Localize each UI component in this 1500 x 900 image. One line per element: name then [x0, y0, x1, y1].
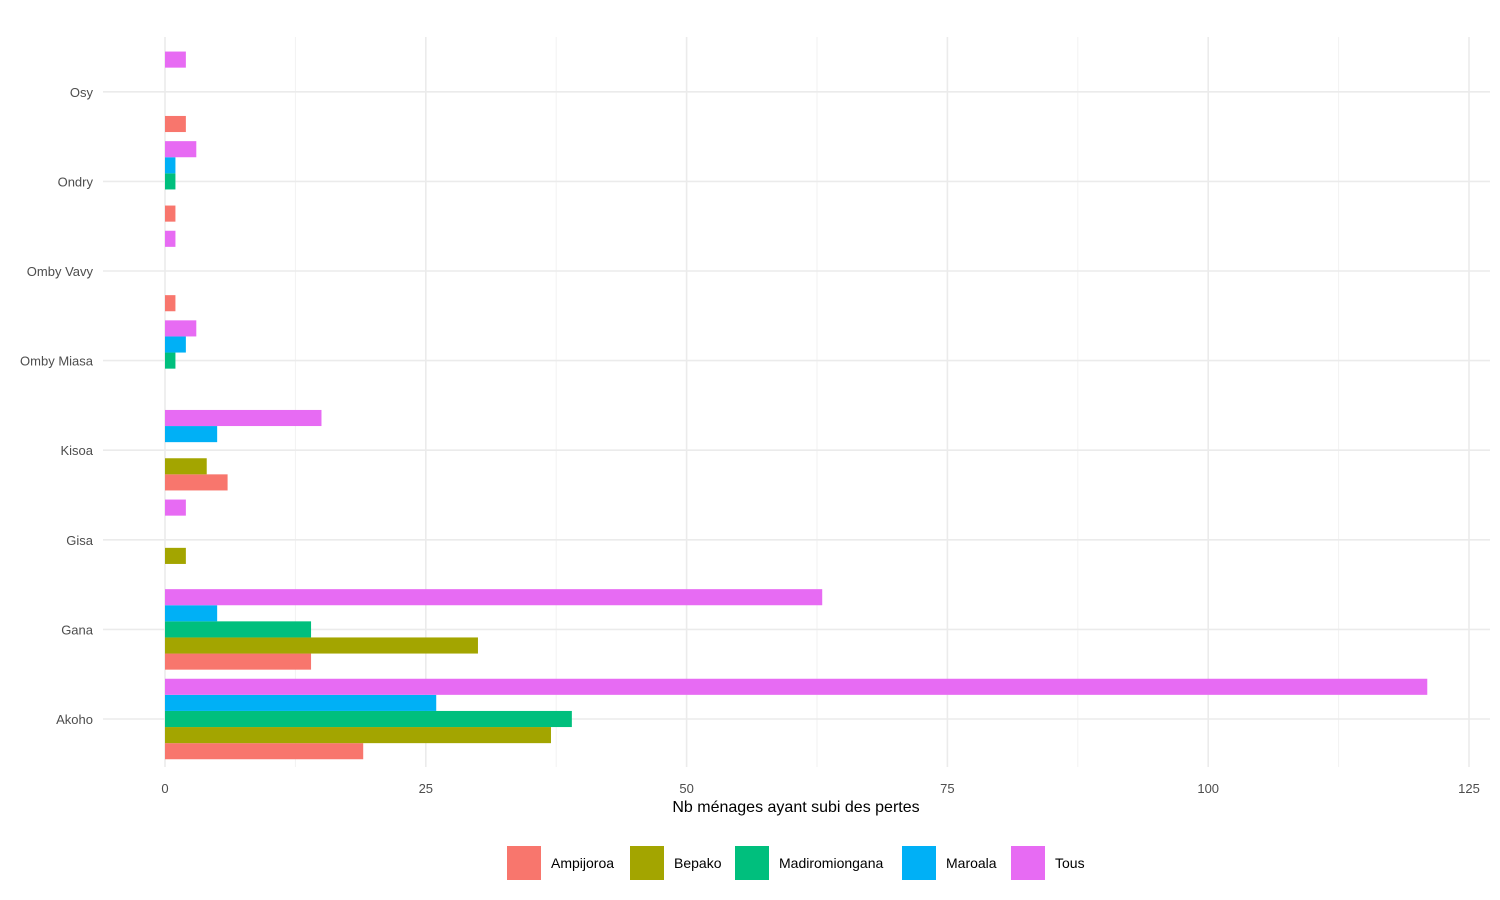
bar-maroala-akoho	[165, 694, 437, 711]
x-tick-label: 0	[161, 781, 168, 796]
legend: Ampijoroa Bepako Madiromiongana Maroala Tous	[507, 846, 1085, 880]
bar-ampijoroa-omby-vavy	[165, 295, 176, 312]
bar-madiromiongana-ondry	[165, 173, 176, 190]
bar-tous-ondry	[165, 141, 197, 158]
legend-key	[507, 846, 541, 880]
x-axis-title: Nb ménages ayant subi des pertes	[672, 799, 919, 816]
bar-madiromiongana-akoho	[165, 710, 572, 728]
legend-item-bepako: Bepako	[630, 846, 722, 880]
x-tick-label: 75	[940, 781, 954, 796]
bar-bepako-kisoa	[165, 458, 207, 475]
legend-label: Bepako	[674, 855, 722, 871]
bar-ampijoroa-akoho	[165, 743, 364, 760]
y-tick-label: Gisa	[66, 533, 94, 548]
bar-madiromiongana-gana	[165, 621, 312, 638]
bar-tous-gisa	[165, 499, 186, 516]
y-tick-labels: Akoho Gana Gisa Kisoa Omby Miasa Omby Vavy Ond…	[20, 85, 94, 727]
bar-maroala-gana	[165, 605, 218, 622]
legend-item-ampijoroa: Ampijoroa	[507, 846, 614, 880]
y-tick-label: Gana	[61, 622, 94, 637]
legend-label: Tous	[1055, 855, 1085, 871]
x-tick-label: 25	[419, 781, 433, 796]
legend-key	[735, 846, 769, 880]
legend-key	[902, 846, 936, 880]
bar-tous-akoho	[165, 678, 1428, 695]
x-tick-label: 125	[1458, 781, 1480, 796]
bar-tous-osy	[165, 51, 186, 68]
bar-ampijoroa-kisoa	[165, 474, 228, 491]
bar-madiromiongana-omby-miasa	[165, 352, 176, 369]
legend-item-madiromiongana: Madiromiongana	[735, 846, 883, 880]
bar-bepako-gisa	[165, 547, 186, 564]
x-tick-label: 100	[1197, 781, 1219, 796]
y-tick-label: Osy	[70, 85, 94, 100]
y-tick-label: Omby Vavy	[27, 264, 94, 279]
bar-bepako-gana	[165, 637, 478, 654]
bar-ampijoroa-osy	[165, 115, 186, 133]
y-tick-label: Kisoa	[60, 443, 93, 458]
legend-key	[630, 846, 664, 880]
bars	[165, 51, 1428, 760]
y-tick-label: Ondry	[58, 174, 94, 189]
gridlines	[103, 37, 1490, 767]
bar-maroala-omby-miasa	[165, 336, 186, 353]
bar-ampijoroa-ondry	[165, 205, 176, 222]
bar-tous-gana	[165, 589, 823, 606]
legend-label: Maroala	[946, 855, 997, 871]
legend-label: Madiromiongana	[779, 855, 883, 871]
bar-bepako-akoho	[165, 727, 551, 744]
bar-tous-omby-miasa	[165, 320, 197, 337]
legend-key	[1011, 846, 1045, 880]
bar-maroala-kisoa	[165, 426, 218, 443]
bar-ampijoroa-gana	[165, 653, 312, 670]
x-tick-label: 50	[679, 781, 693, 796]
y-tick-label: Omby Miasa	[20, 354, 94, 369]
legend-item-tous: Tous	[1011, 846, 1085, 880]
legend-label: Ampijoroa	[551, 855, 614, 871]
y-tick-label: Akoho	[56, 712, 93, 727]
bar-tous-kisoa	[165, 409, 322, 427]
bar-maroala-ondry	[165, 157, 176, 174]
legend-item-maroala: Maroala	[902, 846, 997, 880]
bar-tous-omby-vavy	[165, 230, 176, 247]
x-tick-labels: 0 25 50 75 100 125	[161, 781, 1479, 796]
